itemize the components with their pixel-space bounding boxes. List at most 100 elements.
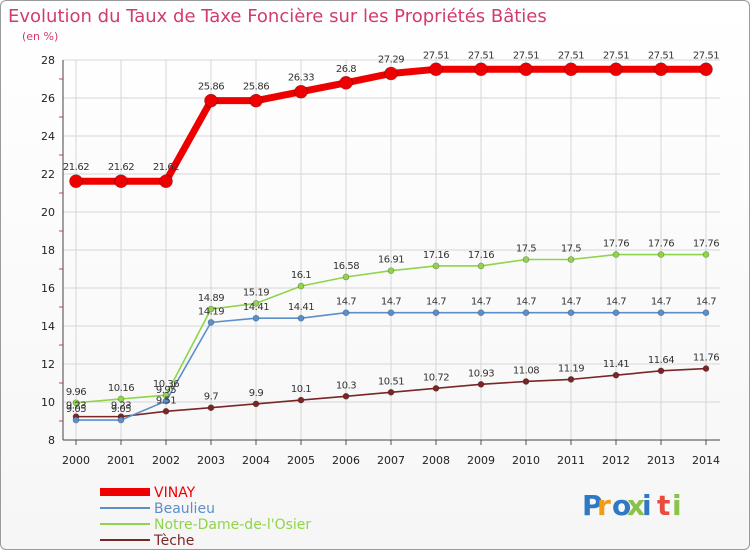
x-tick-label: 2002 — [152, 454, 180, 467]
y-tick-label: 14 — [41, 320, 55, 333]
y-tick-label: 18 — [41, 244, 55, 257]
x-tick-label: 2001 — [107, 454, 135, 467]
data-label-beaulieu: 14.41 — [243, 302, 269, 313]
series-group — [69, 62, 713, 424]
x-tick-label: 2004 — [242, 454, 270, 467]
x-tick-label: 2014 — [692, 454, 720, 467]
data-label-beaulieu: 14.7 — [696, 297, 716, 308]
data-point-notre-dame-de-l-osier — [342, 273, 350, 281]
data-label-vinay: 21.62 — [108, 162, 134, 173]
unit-label: (en %) — [22, 30, 58, 43]
logo-letter: P — [582, 489, 603, 522]
data-label-beaulieu: 14.19 — [198, 306, 224, 317]
data-point-vinay — [69, 174, 83, 189]
data-label-vinay: 27.51 — [468, 50, 494, 61]
data-label-notre-dame-de-l-osier: 10.36 — [153, 379, 179, 390]
x-tick-label: 2011 — [557, 454, 585, 467]
logo-letter: o — [612, 489, 631, 522]
logo-letter: x — [627, 489, 645, 522]
data-point-vinay — [384, 66, 398, 81]
data-point-vinay — [204, 93, 218, 108]
data-label-notre-dame-de-l-osier: 17.76 — [603, 239, 629, 250]
data-point-vinay — [159, 174, 173, 189]
data-label-t-che: 10.51 — [378, 376, 404, 387]
legend-label: Notre-Dame-de-l'Osier — [154, 517, 311, 533]
data-label-beaulieu: 9.05 — [111, 404, 131, 415]
data-point-vinay — [339, 76, 353, 90]
data-label-vinay: 25.86 — [198, 82, 224, 93]
x-tick-label: 2007 — [377, 454, 405, 467]
data-label-notre-dame-de-l-osier: 17.76 — [648, 239, 674, 250]
data-label-t-che: 9.51 — [156, 395, 176, 406]
data-point-notre-dame-de-l-osier — [657, 251, 665, 258]
data-label-t-che: 10.72 — [423, 372, 449, 383]
data-point-notre-dame-de-l-osier — [702, 251, 710, 258]
x-tick-label: 2010 — [512, 454, 540, 467]
data-label-vinay: 21.62 — [153, 162, 179, 173]
data-label-vinay: 27.51 — [648, 50, 674, 61]
data-point-notre-dame-de-l-osier — [612, 251, 620, 258]
data-label-vinay: 27.51 — [603, 50, 629, 61]
proxiti-logo: Pr oxi t i — [582, 489, 682, 522]
data-point-beaulieu — [612, 309, 620, 317]
data-label-vinay: 27.51 — [423, 50, 449, 61]
x-tick-label: 2005 — [287, 454, 315, 467]
data-point-notre-dame-de-l-osier — [432, 262, 440, 270]
data-label-notre-dame-de-l-osier: 10.16 — [108, 383, 134, 394]
data-point-t-che — [342, 392, 350, 400]
data-point-vinay — [699, 62, 713, 77]
data-label-t-che: 9.7 — [204, 392, 219, 403]
data-point-beaulieu — [72, 416, 80, 424]
data-point-t-che — [252, 400, 260, 408]
data-point-beaulieu — [702, 309, 710, 317]
data-point-beaulieu — [567, 309, 575, 317]
data-label-beaulieu: 14.7 — [426, 297, 446, 308]
x-tick-label: 2008 — [422, 454, 450, 467]
y-tick-label: 22 — [41, 168, 55, 181]
legend-label: Beaulieu — [154, 501, 215, 517]
data-point-t-che — [432, 385, 440, 392]
data-point-vinay — [474, 62, 488, 77]
logo-letter: r — [597, 489, 611, 522]
data-label-notre-dame-de-l-osier: 9.96 — [66, 387, 86, 398]
y-tick-label: 24 — [41, 130, 55, 143]
data-label-t-che: 11.08 — [513, 365, 539, 376]
x-tick-label: 2003 — [197, 454, 225, 467]
data-point-notre-dame-de-l-osier — [72, 399, 80, 407]
data-label-notre-dame-de-l-osier: 17.16 — [468, 250, 494, 261]
data-label-notre-dame-de-l-osier: 17.5 — [561, 244, 581, 255]
data-point-t-che — [567, 376, 575, 383]
data-label-notre-dame-de-l-osier: 15.19 — [243, 287, 269, 298]
data-point-beaulieu — [252, 314, 260, 322]
data-point-notre-dame-de-l-osier — [297, 282, 305, 290]
data-label-notre-dame-de-l-osier: 16.91 — [378, 255, 404, 266]
data-point-vinay — [294, 84, 308, 99]
data-label-t-che: 9.9 — [249, 388, 264, 399]
data-label-notre-dame-de-l-osier: 16.58 — [333, 261, 359, 272]
data-label-beaulieu: 14.7 — [471, 297, 491, 308]
data-label-vinay: 27.51 — [693, 50, 719, 61]
y-tick-label: 28 — [41, 54, 55, 67]
data-label-notre-dame-de-l-osier: 17.16 — [423, 250, 449, 261]
data-label-beaulieu: 9.95 — [156, 385, 176, 396]
data-label-vinay: 27.51 — [558, 50, 584, 61]
data-point-t-che — [297, 396, 305, 404]
data-point-beaulieu — [432, 309, 440, 317]
data-point-vinay — [609, 62, 623, 77]
logo-letter: i — [672, 489, 682, 522]
axes: 8 10 12 14 16 18 20 22 24 26 28 2000 2001 2002 2003 200… — [41, 54, 720, 467]
logo-letter: i — [642, 489, 652, 522]
data-point-t-che — [387, 389, 395, 396]
data-label-beaulieu: 9.05 — [66, 404, 86, 415]
data-point-vinay — [429, 62, 443, 77]
y-tick-label: 10 — [41, 396, 55, 409]
data-label-beaulieu: 14.7 — [606, 297, 626, 308]
data-point-notre-dame-de-l-osier — [387, 267, 395, 275]
y-tick-label: 26 — [41, 92, 55, 105]
data-label-notre-dame-de-l-osier: 14.89 — [198, 293, 224, 304]
data-point-notre-dame-de-l-osier — [252, 300, 260, 307]
data-point-notre-dame-de-l-osier — [477, 262, 485, 270]
data-point-t-che — [207, 404, 215, 412]
data-point-beaulieu — [477, 309, 485, 317]
